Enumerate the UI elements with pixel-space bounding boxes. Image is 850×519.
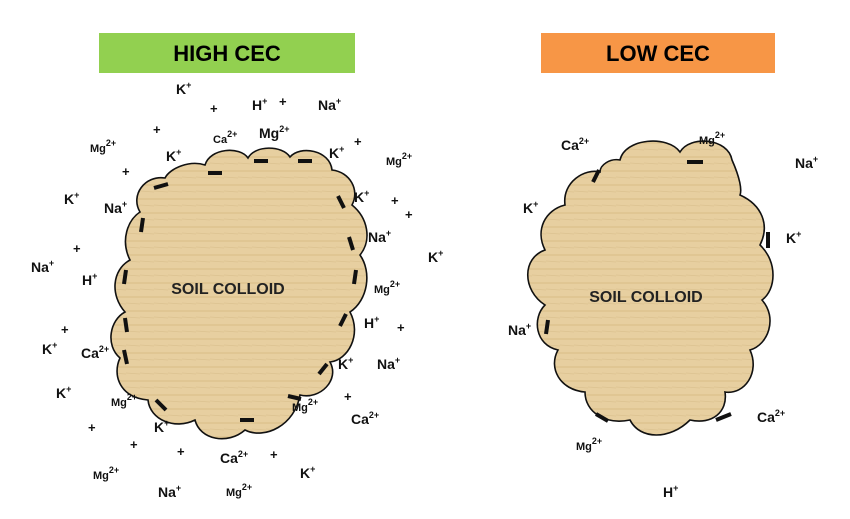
high-cec-ion-label: K+ (176, 80, 191, 97)
low-cec-negative-charges (544, 160, 770, 423)
high-cec-ion-label: Ca2+ (81, 344, 109, 361)
high-cec-ion-label: Mg2+ (259, 124, 289, 141)
negative-charge (122, 349, 129, 365)
negative-charge (544, 319, 550, 335)
low-cec-banner: LOW CEC (541, 33, 775, 73)
negative-charge (154, 398, 168, 412)
high-cec-ion-label: Na+ (104, 199, 127, 216)
low-cec-ion-label: Na+ (508, 321, 531, 338)
high-cec-ion-label: Ca2+ (220, 449, 248, 466)
plus-sign: + (61, 322, 69, 337)
negative-charge (591, 169, 601, 183)
low-cec-title: LOW CEC (606, 41, 710, 66)
plus-sign: + (88, 420, 96, 435)
negative-charge (347, 236, 355, 251)
negative-charge (594, 412, 610, 423)
high-cec-ion-label: Mg2+ (111, 392, 137, 409)
high-cec-ion-label: Mg2+ (374, 279, 400, 296)
high-cec-ion-label: Mg2+ (90, 138, 116, 155)
low-cec-colloid-label: SOIL COLLOID (589, 289, 702, 306)
high-cec-ion-label: K+ (42, 340, 57, 357)
plus-sign: + (279, 94, 287, 109)
high-cec-ion-label: Na+ (377, 355, 400, 372)
high-cec-ion-label: K+ (338, 355, 353, 372)
negative-charge (153, 182, 169, 190)
high-cec-colloid-label: SOIL COLLOID (171, 281, 284, 298)
high-cec-ion-label: Na+ (158, 483, 181, 500)
plus-sign: + (405, 207, 413, 222)
low-cec-soil-colloid (526, 140, 774, 436)
plus-sign: + (397, 320, 405, 335)
high-cec-ion-label: Mg2+ (386, 151, 412, 168)
high-cec-ion-label: H+ (252, 96, 267, 113)
high-cec-ion-label: Mg2+ (93, 465, 119, 482)
low-cec-ion-label: Ca2+ (561, 136, 589, 153)
plus-sign: + (153, 122, 161, 137)
plus-sign: + (130, 437, 138, 452)
negative-charge (715, 412, 732, 422)
high-cec-ion-label: K+ (329, 144, 344, 161)
high-cec-ion-label: Mg2+ (292, 397, 318, 414)
plus-sign: + (122, 164, 130, 179)
high-cec-title: HIGH CEC (173, 41, 281, 66)
plus-sign: + (210, 101, 218, 116)
high-cec-ion-label: Ca2+ (351, 410, 379, 427)
plus-sign: + (73, 241, 81, 256)
plus-sign: + (270, 447, 278, 462)
high-cec-ion-label: K+ (428, 248, 443, 265)
high-cec-ion-label: K+ (64, 190, 79, 207)
high-cec-ion-label: K+ (300, 464, 315, 481)
plus-sign: + (354, 134, 362, 149)
high-cec-negative-charges (122, 159, 358, 422)
high-cec-ion-label: K+ (354, 188, 369, 205)
high-cec-ion-label: Mg2+ (226, 482, 252, 499)
low-cec-ion-label: Ca2+ (757, 408, 785, 425)
plus-sign: + (391, 193, 399, 208)
negative-charge (338, 313, 348, 327)
high-cec-ion-label: K+ (166, 147, 181, 164)
low-cec-ion-label: Mg2+ (699, 130, 725, 147)
low-cec-ion-label: H+ (663, 483, 678, 500)
high-cec-ion-label: H+ (364, 314, 379, 331)
negative-charge (317, 362, 329, 376)
high-cec-ion-label: H+ (82, 271, 97, 288)
ion-labels: H+ K+ Na+ Mg2+ Ca2+ K+ Mg2+ K+ Mg2+ K+ Na+ K+ Na+ Na+… (31, 80, 818, 500)
high-cec-ion-label: K+ (154, 418, 169, 435)
high-cec-ion-label: Na+ (31, 258, 54, 275)
plus-sign: + (344, 389, 352, 404)
plus-sign: + (177, 444, 185, 459)
negative-charge (352, 269, 358, 285)
high-cec-ion-label: Na+ (318, 96, 341, 113)
high-cec-plus-signs: + + + + + + + + + + + + + + + (61, 94, 413, 462)
negative-charge (122, 269, 128, 285)
low-cec-ion-label: Mg2+ (576, 436, 602, 453)
negative-charge (336, 195, 346, 209)
high-cec-banner: HIGH CEC (99, 33, 355, 73)
high-cec-soil-colloid (110, 147, 368, 440)
low-cec-ion-label: K+ (523, 199, 538, 216)
negative-charge (123, 317, 129, 333)
low-cec-ion-label: K+ (786, 229, 801, 246)
negative-charge (139, 217, 145, 233)
negative-charge (287, 394, 302, 401)
high-cec-ion-label: Ca2+ (213, 129, 237, 146)
high-cec-ion-label: K+ (56, 384, 71, 401)
high-cec-ion-label: Na+ (368, 228, 391, 245)
low-cec-ion-label: Na+ (795, 154, 818, 171)
